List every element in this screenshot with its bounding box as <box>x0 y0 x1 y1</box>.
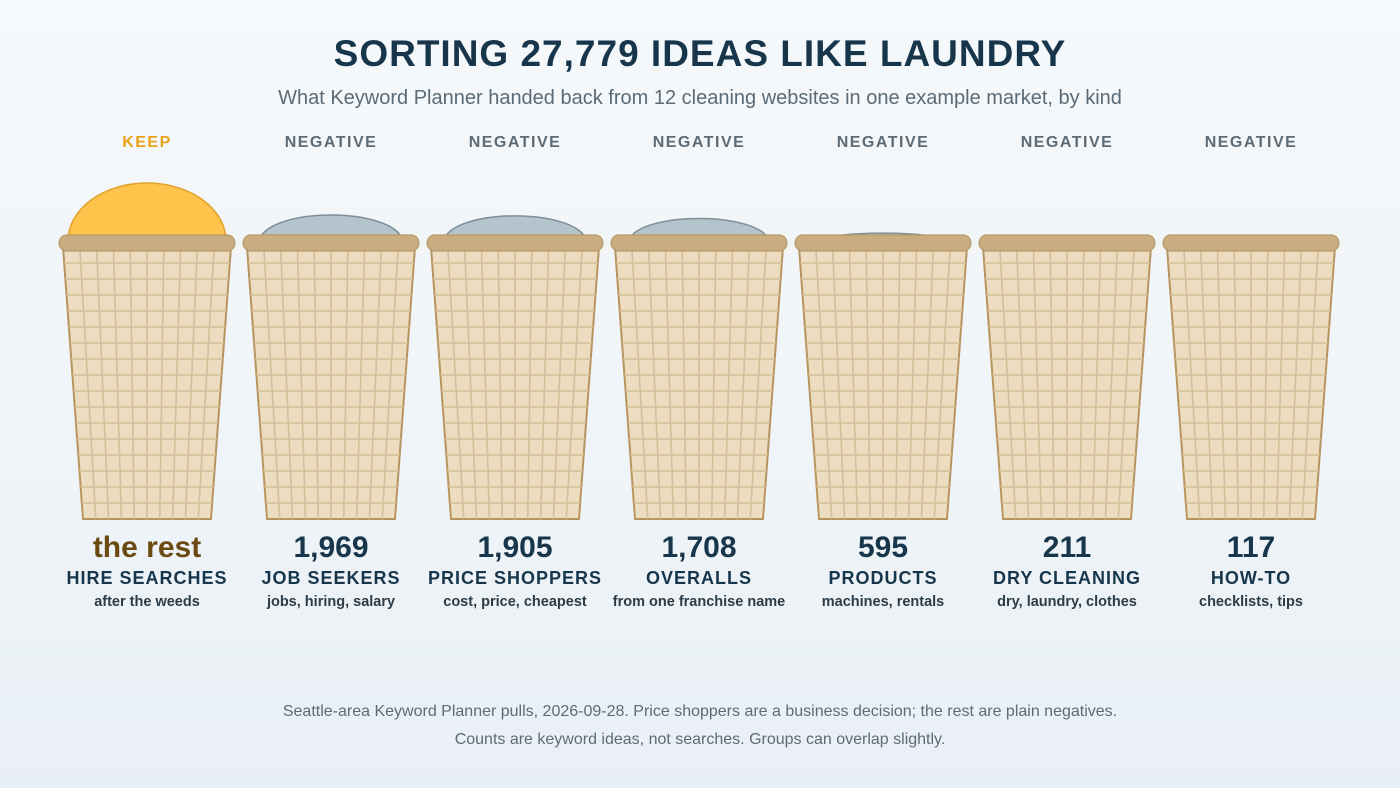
basket-count: 595 <box>857 531 909 564</box>
basket-column: NEGATIVE 117 HOW-TO checklists, tips <box>1159 133 1343 612</box>
basket-category-label: HIRE SEARCHES <box>66 568 228 588</box>
laundry-basket <box>426 215 604 520</box>
basket-column: NEGATIVE 1,905 PRICE SHOPPERS cost, price, … <box>423 133 607 612</box>
basket-column: NEGATIVE 595 PRODUCTS machines, rentals <box>791 133 975 612</box>
basket-tag: KEEP <box>122 134 172 151</box>
basket-column: NEGATIVE 211 DRY CLEANING dry, laundry, clo… <box>975 133 1159 612</box>
basket-description: cost, price, cheapest <box>443 594 587 610</box>
basket-column: NEGATIVE 1,969 JOB SEEKERS jobs, hiring, sa… <box>239 133 423 612</box>
basket-count: 1,708 <box>661 531 737 564</box>
basket-rim <box>1162 234 1340 252</box>
basket-tag: NEGATIVE <box>652 134 746 151</box>
basket-tag: NEGATIVE <box>468 134 562 151</box>
basket-description: jobs, hiring, salary <box>266 594 396 610</box>
laundry-basket <box>978 234 1156 520</box>
basket-description: checklists, tips <box>1199 594 1303 610</box>
basket-description: dry, laundry, clothes <box>997 594 1137 610</box>
basket-tag: NEGATIVE <box>1204 134 1298 151</box>
basket-column: KEEP the rest HIRE SEARCHES after the weeds <box>55 133 239 612</box>
basket-column: NEGATIVE 1,708 OVERALLS from one franchise … <box>607 133 791 612</box>
basket-description: machines, rentals <box>821 594 945 610</box>
basket-count: 117 <box>1226 531 1276 564</box>
laundry-basket <box>794 232 972 520</box>
basket-rim <box>978 234 1156 252</box>
footnote-source: Seattle-area Keyword Planner pulls, 2026… <box>282 703 1118 720</box>
laundry-basket <box>1162 234 1340 520</box>
basket-rim <box>426 234 604 252</box>
basket-description: from one franchise name <box>612 594 786 610</box>
basket-count: 1,905 <box>477 531 553 564</box>
basket-count: 1,969 <box>293 531 369 564</box>
basket-count: the rest <box>92 531 202 564</box>
basket-category-label: OVERALLS <box>645 568 752 588</box>
basket-rim <box>58 234 236 252</box>
basket-count: 211 <box>1042 531 1092 564</box>
laundry-basket <box>58 182 236 520</box>
basket-category-label: PRICE SHOPPERS <box>427 568 603 588</box>
basket-rim <box>610 234 788 252</box>
basket-category-label: DRY CLEANING <box>992 568 1141 588</box>
basket-category-label: JOB SEEKERS <box>261 568 401 588</box>
basket-description: after the weeds <box>94 594 200 610</box>
laundry-pile <box>67 182 227 242</box>
basket-tag: NEGATIVE <box>836 134 930 151</box>
basket-tag: NEGATIVE <box>284 134 378 151</box>
basket-category-label: HOW-TO <box>1210 568 1292 588</box>
chart-title: SORTING 27,779 IDEAS LIKE LAUNDRY <box>333 33 1067 74</box>
basket-rim <box>794 234 972 252</box>
laundry-basket <box>242 214 420 520</box>
chart-subtitle: What Keyword Planner handed back from 12… <box>278 87 1122 109</box>
basket-category-label: PRODUCTS <box>828 568 938 588</box>
footnote-caveat: Counts are keyword ideas, not searches. … <box>454 731 946 748</box>
basket-rim <box>242 234 420 252</box>
laundry-basket <box>610 217 788 520</box>
basket-tag: NEGATIVE <box>1020 134 1114 151</box>
